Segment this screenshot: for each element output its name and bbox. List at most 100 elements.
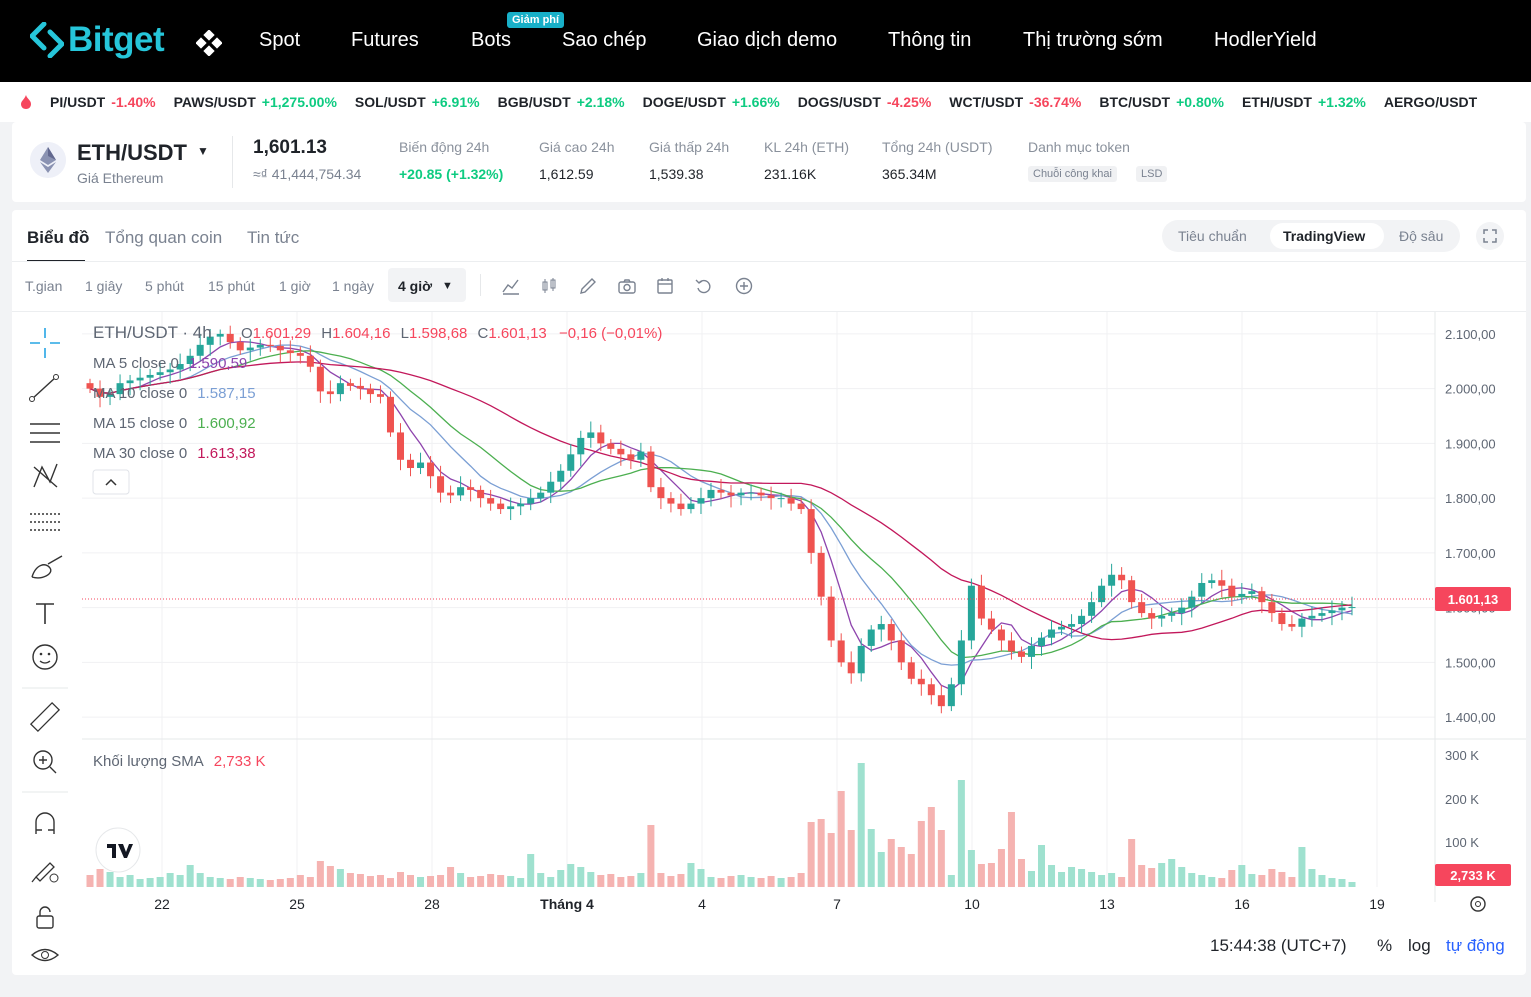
horizontal-lines-icon[interactable] [30,423,60,443]
magnet-icon[interactable] [35,812,55,834]
candle-body [827,596,835,641]
apps-grid-icon[interactable] [196,30,222,56]
timeframe-4h-selected[interactable] [388,268,466,302]
candle-type-icon[interactable] [539,276,559,296]
volume-bar [1128,839,1136,887]
auto-scale-button[interactable]: tự động [1446,936,1505,955]
tab-news[interactable]: Tin tức [247,228,300,247]
ruler-icon[interactable] [29,701,61,733]
indicator-chart-icon[interactable] [501,276,521,296]
emoji-icon[interactable] [32,644,58,670]
reset-icon[interactable] [694,276,714,296]
fibonacci-icon[interactable] [30,513,60,531]
timeframe-1s[interactable]: 1 giây [85,278,123,294]
tab-coin-overview[interactable]: Tổng quan coin [105,228,223,247]
volume-bar [1088,872,1096,887]
timeframe-dropdown-icon[interactable]: ▼ [442,280,453,292]
tag-public-chain[interactable]: Chuỗi công khai [1028,166,1117,182]
price-axis[interactable]: 2.100,00 2.000,00 1.900,00 1.800,00 1.700,00… [1445,327,1496,725]
nav-copy-trading[interactable]: Sao chép [562,29,647,51]
trendline-icon[interactable] [29,374,59,402]
chart-clock[interactable]: 15:44:38 (UTC+7) [1210,936,1347,955]
price-axis-label: 1.400,00 [1445,710,1496,725]
ticker-item[interactable]: PAWS/USDT +1,275.00% [173,94,337,110]
calendar-icon[interactable] [655,276,675,296]
lock-icon[interactable] [36,906,54,929]
chart-canvas[interactable]: 2.100,00 2.000,00 1.900,00 1.800,00 1.700,00… [12,312,1526,975]
candle-body [86,383,94,389]
timeframe-1d[interactable]: 1 ngày [332,278,375,294]
pair-dropdown-icon[interactable]: ▼ [197,144,209,158]
volume-bar [136,879,144,887]
timeframe-15m[interactable]: 15 phút [208,278,255,294]
nav-bots[interactable]: Bots [471,29,512,51]
ticker-item[interactable]: ETH/USDT +1.32% [1241,94,1366,110]
zoom-in-icon[interactable] [33,750,57,774]
nav-futures[interactable]: Futures [351,29,419,51]
nav-info[interactable]: Thông tin [888,29,972,51]
tag-lsd[interactable]: LSD [1136,166,1168,182]
pattern-icon[interactable] [33,463,58,488]
chart-settings-icon[interactable] [1470,896,1486,912]
eye-icon[interactable] [30,948,60,962]
nav-pre-market[interactable]: Thị trường sớm [1023,29,1163,51]
ticker-item[interactable]: AERGO/USDT [1383,94,1478,110]
nav-spot[interactable]: Spot [259,29,301,51]
volume-bar [557,870,565,887]
timeframe-4h[interactable]: 4 giờ [398,278,433,294]
text-tool-icon[interactable] [36,603,54,624]
tab-chart[interactable]: Biểu đồ [27,228,90,247]
timeframe-1h[interactable]: 1 giờ [279,278,311,294]
view-depth[interactable]: Độ sâu [1399,228,1444,244]
nav-demo-trading[interactable]: Giao dịch demo [697,29,838,51]
ticker-item[interactable]: SOL/USDT +6.91% [354,94,480,110]
percent-scale-button[interactable]: % [1377,936,1393,955]
volume-bar [577,867,585,887]
fullscreen-button[interactable] [1476,222,1504,250]
tradingview-logo[interactable] [95,827,141,873]
view-tradingview[interactable]: TradingView [1283,228,1366,244]
volume-bar [1037,845,1046,887]
lock-drawing-icon[interactable] [31,862,59,883]
stat-label-low: Giá thấp 24h [649,139,730,155]
volume-bar [1198,875,1206,887]
volume-bar [106,872,114,887]
view-standard[interactable]: Tiêu chuẩn [1178,228,1247,244]
legend-volume: Khối lượng SMA 2,733 K [93,753,265,770]
camera-icon[interactable] [617,276,637,296]
candle-body [1088,602,1096,616]
ticker-item[interactable]: WCT/USDT -36.74% [949,94,1082,110]
brush-icon[interactable] [31,555,63,579]
log-scale-button[interactable]: log [1408,936,1431,955]
collapse-legend-button[interactable] [92,469,130,495]
crosshair-icon[interactable] [30,328,60,358]
volume-bar [1098,875,1106,887]
pencil-icon[interactable] [578,276,598,296]
volume-bar [1108,873,1116,887]
timeframe-5m[interactable]: 5 phút [145,278,184,294]
candle-body [707,489,715,499]
volume-bar [627,876,635,887]
ticker-item[interactable]: DOGS/USDT -4.25% [797,94,932,110]
volume-bar [1178,867,1186,887]
price-axis-label: 1.500,00 [1445,655,1496,670]
candle-body [1068,624,1076,627]
time-axis[interactable]: 22 25 28 Tháng 4 4 7 10 13 16 19 [154,896,1385,912]
bitget-logo[interactable]: Bitget [30,20,165,60]
category-label: Danh mục token [1028,139,1130,155]
pair-name[interactable]: ETH/USDT [77,140,187,165]
volume-bar [977,864,985,887]
ticker-item[interactable]: DOGE/USDT +1.66% [642,94,780,110]
tradingview-chart[interactable]: 2.100,00 2.000,00 1.900,00 1.800,00 1.700,00… [12,312,1526,975]
nav-hodleryield[interactable]: HodlerYield [1214,29,1317,51]
time-axis-label: 28 [424,896,440,912]
ticker-item[interactable]: BGB/USDT +2.18% [497,94,625,110]
volume-bar [216,878,224,887]
candle-body [997,629,1005,641]
ticker-item[interactable]: PI/USDT -1.40% [50,94,156,110]
add-indicator-icon[interactable] [734,276,754,296]
volume-bar [1348,882,1356,887]
candle-body [627,454,635,460]
volume-bar [927,807,935,887]
ticker-item[interactable]: BTC/USDT +0.80% [1099,94,1224,110]
